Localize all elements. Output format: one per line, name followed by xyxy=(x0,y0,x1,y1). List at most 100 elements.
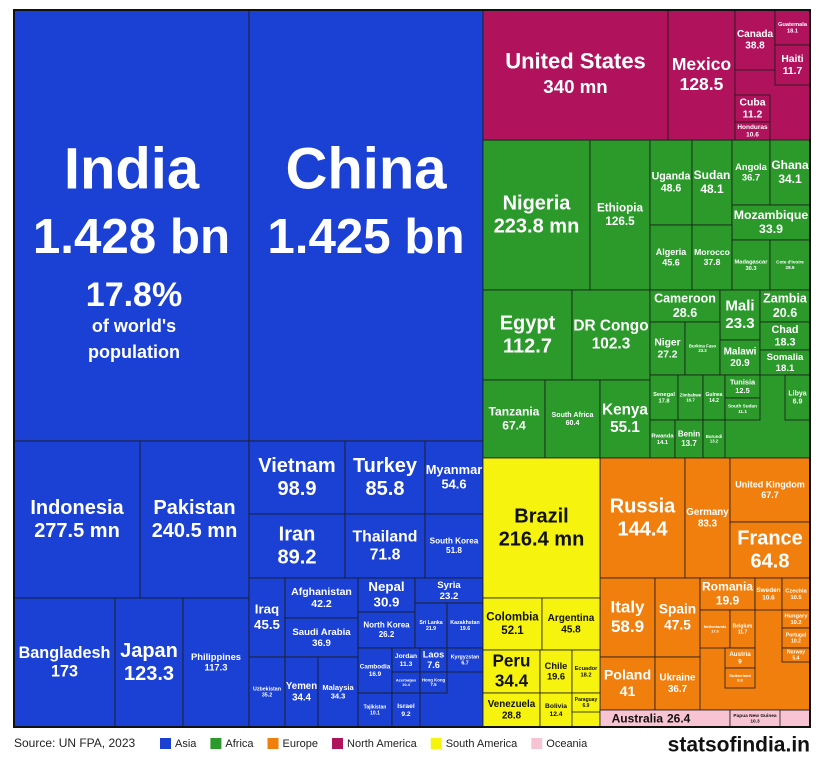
country-name: Kenya xyxy=(602,402,648,419)
country-name: Venezuela xyxy=(488,699,536,710)
country-tile xyxy=(284,617,359,658)
country-tile xyxy=(482,139,591,291)
country-tile xyxy=(357,577,416,613)
country-value: 83.3 xyxy=(698,518,718,529)
country-value: 23.3 xyxy=(725,315,754,332)
country-tile xyxy=(544,379,601,459)
country-value: 37.8 xyxy=(704,257,721,267)
country-value: 11.1 xyxy=(738,409,747,414)
country-name: Ghana xyxy=(771,158,809,172)
legend-label: Africa xyxy=(225,738,254,750)
country-name: Niger xyxy=(654,338,680,349)
country-name: Bangladesh xyxy=(19,644,111,662)
country-name: Tanzania xyxy=(489,405,540,419)
country-name: Cambodia xyxy=(360,664,391,671)
country-value: 9 xyxy=(738,658,742,665)
country-name: Chad xyxy=(772,324,799,336)
country-tile xyxy=(734,121,771,141)
country-value: 123.3 xyxy=(124,663,174,685)
country-name: Guinea xyxy=(706,392,723,398)
country-tile xyxy=(344,513,426,579)
country-value: 85.8 xyxy=(366,478,405,500)
country-name: Canada xyxy=(737,29,774,40)
country-tile xyxy=(674,419,704,459)
country-value: 126.5 xyxy=(605,215,635,228)
legend-swatch xyxy=(531,738,543,749)
country-value: 14.2 xyxy=(709,398,719,404)
country-tile xyxy=(649,289,721,323)
country-name: United Kingdom xyxy=(735,479,805,489)
country-name: Bolivia xyxy=(545,703,567,710)
country-name: Tajikistan xyxy=(364,705,387,711)
country-value: 17.6 xyxy=(711,628,719,633)
country-tile xyxy=(284,577,359,619)
country-value: 48.6 xyxy=(661,183,682,195)
country-name: Saudi Arabia xyxy=(292,627,351,638)
country-tile xyxy=(419,671,448,694)
country-value: 216.4 mn xyxy=(499,528,585,550)
country-name: Australia xyxy=(612,712,664,726)
country-tile xyxy=(769,139,811,206)
country-name: Morocco xyxy=(694,247,730,257)
legend-label: Europe xyxy=(283,738,318,750)
country-tile xyxy=(13,9,250,442)
country-name: Syria xyxy=(437,580,461,591)
country-name: Egypt xyxy=(500,312,556,334)
country-name: Mozambique xyxy=(734,208,809,222)
country-value: 16.9 xyxy=(369,671,382,678)
country-name: Rwanda xyxy=(651,433,674,439)
country-tile xyxy=(699,609,731,649)
country-value: 51.8 xyxy=(446,546,462,555)
country-name: Mali xyxy=(725,298,754,315)
country-name: China xyxy=(285,136,447,201)
country-tile xyxy=(482,457,601,599)
country-tile xyxy=(13,440,141,599)
country-name: Indonesia xyxy=(30,497,124,519)
country-tile xyxy=(482,9,669,141)
country-value: 55.1 xyxy=(610,419,640,436)
country-name: Paraguay xyxy=(575,697,598,703)
country-tile xyxy=(599,457,686,579)
country-name: Kyrgyzstan xyxy=(451,654,480,660)
country-tile xyxy=(599,656,656,711)
country-value: 26.2 xyxy=(379,630,395,639)
legend-swatch xyxy=(160,738,171,749)
country-value: 13.7 xyxy=(681,439,697,448)
country-tile xyxy=(571,692,601,713)
country-value: 12.5 xyxy=(735,386,749,395)
country-name: Russia xyxy=(610,495,676,517)
country-value: 12.4 xyxy=(549,711,562,718)
country-name: Poland xyxy=(604,667,651,683)
country-value: 11.2 xyxy=(743,110,763,121)
country-value: 36.9 xyxy=(312,638,331,649)
country-name: Zambia xyxy=(763,291,808,305)
country-name: Zimbabwe xyxy=(680,392,702,397)
legend-label: South America xyxy=(446,738,518,750)
country-tile xyxy=(759,321,811,351)
country-name: North Korea xyxy=(363,621,410,630)
treemap: India 1.428 bn China 1.425 bn Indonesia277.5… xyxy=(13,9,811,728)
legend-swatch xyxy=(332,738,344,749)
country-value: 30.9 xyxy=(374,595,400,610)
country-name: Mexico xyxy=(672,54,731,74)
country-value: 11.3 xyxy=(400,661,413,668)
country-tile xyxy=(734,94,771,123)
country-tile xyxy=(731,139,771,206)
country-value: 58.9 xyxy=(611,617,644,636)
country-name: France xyxy=(737,527,803,549)
country-value: 23.3 xyxy=(698,348,707,353)
country-value: 112.7 xyxy=(503,335,552,357)
country-value: 64.8 xyxy=(751,550,790,572)
country-value: 28.8 xyxy=(502,710,522,721)
country-name: Azerbaijan xyxy=(396,677,417,682)
country-tile xyxy=(482,379,546,459)
country-value: 18.1 xyxy=(787,28,798,34)
country-name: Cote d'Ivoire xyxy=(776,260,804,265)
country-value: 26.4 xyxy=(667,712,691,726)
country-name: Madagascar xyxy=(735,259,769,265)
country-value: 13.2 xyxy=(710,439,719,444)
country-tile xyxy=(654,656,701,711)
country-tile xyxy=(482,692,541,728)
country-tile xyxy=(13,597,116,728)
country-name: Ecuador xyxy=(575,666,599,672)
